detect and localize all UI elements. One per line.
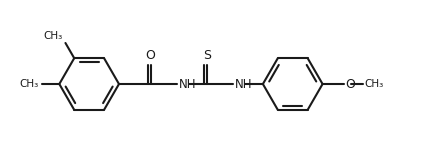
Text: CH₃: CH₃: [20, 79, 39, 89]
Text: CH₃: CH₃: [43, 31, 63, 41]
Text: O: O: [145, 49, 156, 62]
Text: S: S: [203, 49, 211, 62]
Text: NH: NH: [235, 77, 252, 91]
Text: CH₃: CH₃: [365, 79, 384, 89]
Text: O: O: [346, 77, 355, 91]
Text: NH: NH: [179, 77, 196, 91]
